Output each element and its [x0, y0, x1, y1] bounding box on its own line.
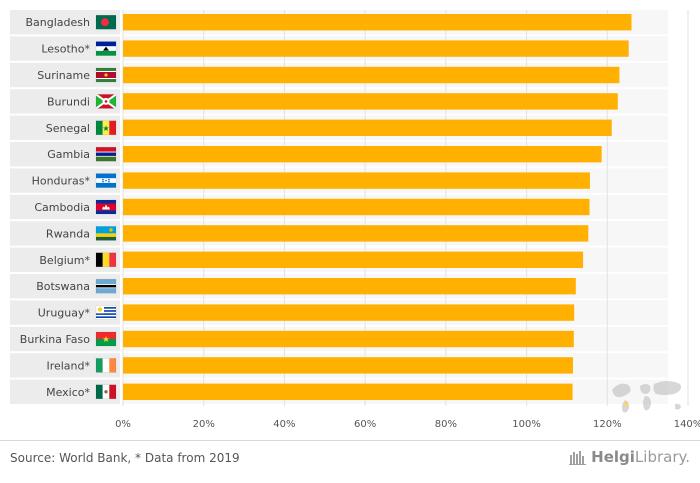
x-tick-label: 60% [354, 419, 376, 430]
uruguay-flag [95, 305, 117, 320]
lesotho-flag [95, 41, 117, 56]
source-note: Source: World Bank, * Data from 2019 [10, 451, 240, 465]
brand-logo[interactable]: HelgiLibrary. [569, 448, 690, 466]
senegal-flag [95, 120, 117, 136]
category-label: Ireland* [46, 359, 90, 372]
x-tick-label: 140% [674, 419, 700, 430]
bar[interactable] [123, 198, 590, 216]
belgium-flag [95, 252, 117, 268]
botswana-flag [95, 278, 117, 294]
category-label: Belgium* [39, 254, 90, 267]
x-tick-label: 40% [273, 419, 295, 430]
bar[interactable] [123, 93, 618, 110]
rwanda-flag [95, 226, 117, 241]
bar-chart: Bangladesh Lesotho* Suriname Burundi Senegal… [10, 10, 700, 430]
bar[interactable] [123, 14, 632, 31]
category-label: Burundi [47, 95, 90, 108]
category-label: Lesotho* [41, 43, 90, 56]
footer-divider [0, 440, 700, 441]
world-map-icon [612, 381, 682, 413]
brand-suffix: Library. [634, 448, 690, 466]
burkina-faso-flag [95, 331, 117, 347]
map-highlight [623, 401, 629, 407]
ireland-flag [95, 358, 117, 373]
honduras-flag [95, 173, 117, 188]
x-tick-label: 80% [435, 419, 457, 430]
suriname-flag [95, 67, 117, 83]
burundi-flag [95, 93, 117, 110]
bar[interactable] [123, 146, 602, 163]
category-label: Honduras* [32, 175, 91, 188]
category-label: Suriname [37, 69, 90, 82]
gambia-flag [95, 146, 117, 162]
x-tick-label: 100% [512, 419, 541, 430]
category-label: Senegal [46, 122, 90, 135]
bar[interactable] [123, 172, 590, 189]
bar[interactable] [123, 357, 573, 374]
library-icon [569, 451, 587, 465]
category-label: Burkina Faso [20, 333, 90, 346]
bar[interactable] [123, 278, 576, 295]
bar[interactable] [123, 40, 629, 57]
brand-name: Helgi [591, 448, 635, 466]
category-label: Mexico* [46, 386, 90, 399]
category-label: Botswana [36, 280, 90, 293]
mexico-flag [95, 384, 117, 400]
category-label: Cambodia [34, 201, 90, 214]
bar[interactable] [123, 304, 575, 321]
category-label: Rwanda [46, 227, 90, 240]
bar[interactable] [123, 330, 574, 348]
bar[interactable] [123, 383, 573, 400]
bar[interactable] [123, 66, 620, 84]
bangladesh-flag [95, 14, 117, 30]
category-label: Gambia [47, 148, 90, 161]
category-label: Uruguay* [38, 307, 91, 320]
bar[interactable] [123, 119, 612, 136]
x-tick-label: 0% [115, 419, 131, 430]
x-tick-label: 20% [193, 419, 215, 430]
bar[interactable] [123, 225, 589, 242]
bar[interactable] [123, 251, 584, 268]
x-tick-label: 120% [593, 419, 622, 430]
cambodia-flag [95, 199, 117, 215]
category-label: Bangladesh [26, 16, 91, 29]
